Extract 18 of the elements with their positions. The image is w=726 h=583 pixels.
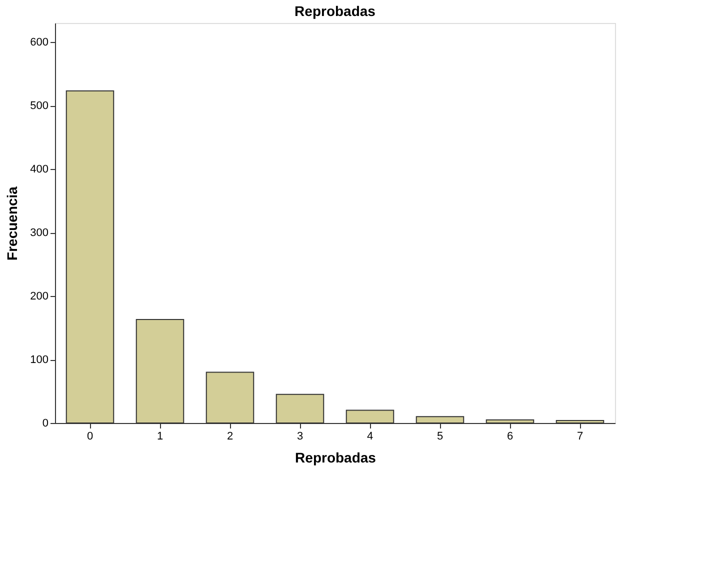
x-tick-label: 7: [576, 430, 584, 442]
y-axis-title: Frecuencia: [4, 186, 20, 260]
x-axis-title: Reprobadas: [295, 450, 376, 466]
y-tick-label: 100: [30, 354, 48, 366]
y-tick-label: 300: [30, 227, 48, 240]
y-tick-label: 600: [30, 36, 48, 49]
x-tick-label: 3: [296, 430, 304, 442]
x-tick-label: 6: [506, 430, 514, 442]
y-tick-label: 500: [30, 100, 48, 112]
y-tick-label: 0: [42, 418, 48, 430]
x-tick-label: 2: [226, 430, 234, 442]
x-tick-label: 1: [156, 430, 164, 442]
x-tick-label: 4: [366, 430, 374, 442]
x-tick-label: 0: [86, 430, 94, 442]
chart-title: Reprobadas: [294, 3, 376, 19]
y-tick-label: 200: [30, 290, 48, 303]
y-tick-label: 400: [30, 164, 48, 176]
x-tick-label: 5: [436, 430, 444, 442]
